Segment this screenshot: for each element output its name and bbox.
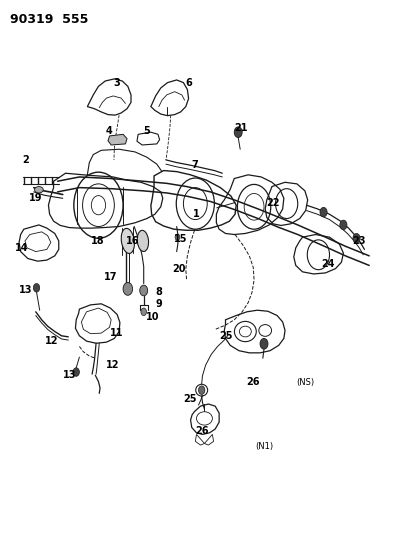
- Circle shape: [73, 368, 79, 376]
- Text: (N1): (N1): [255, 442, 273, 450]
- Text: 12: 12: [45, 336, 58, 346]
- Text: 10: 10: [146, 312, 160, 322]
- Text: 22: 22: [266, 198, 280, 207]
- Circle shape: [340, 220, 347, 230]
- Text: 24: 24: [321, 259, 334, 269]
- Ellipse shape: [137, 230, 148, 252]
- Text: 23: 23: [353, 237, 366, 246]
- Text: 26: 26: [247, 377, 260, 387]
- Text: 19: 19: [29, 193, 42, 203]
- Circle shape: [123, 282, 133, 295]
- Text: 13: 13: [63, 370, 76, 380]
- Circle shape: [141, 308, 146, 316]
- Circle shape: [320, 207, 327, 217]
- Polygon shape: [108, 134, 127, 145]
- Text: 1: 1: [193, 209, 200, 219]
- Text: 2: 2: [22, 155, 29, 165]
- Text: 17: 17: [104, 272, 118, 282]
- Text: 15: 15: [174, 234, 187, 244]
- Circle shape: [175, 234, 180, 240]
- Text: 7: 7: [191, 160, 198, 170]
- Text: 4: 4: [106, 126, 113, 135]
- Text: 26: 26: [195, 426, 208, 435]
- Text: 11: 11: [110, 328, 124, 338]
- Circle shape: [234, 127, 242, 138]
- Ellipse shape: [35, 187, 43, 193]
- Text: 5: 5: [143, 126, 150, 135]
- Circle shape: [33, 284, 40, 292]
- Text: 3: 3: [114, 78, 121, 87]
- Circle shape: [260, 338, 268, 349]
- Text: (NS): (NS): [297, 378, 315, 387]
- Circle shape: [353, 233, 360, 243]
- Text: 18: 18: [91, 236, 104, 246]
- Text: 9: 9: [155, 299, 162, 309]
- Ellipse shape: [121, 228, 135, 254]
- Text: 13: 13: [19, 286, 33, 295]
- Text: 25: 25: [220, 331, 233, 341]
- Text: 16: 16: [126, 236, 140, 246]
- Text: 25: 25: [183, 394, 197, 403]
- Text: 90319  555: 90319 555: [10, 13, 88, 26]
- Circle shape: [198, 386, 205, 394]
- Text: 6: 6: [185, 78, 192, 87]
- Text: 8: 8: [155, 287, 162, 297]
- Text: 12: 12: [106, 360, 120, 370]
- Text: 21: 21: [235, 123, 248, 133]
- Circle shape: [140, 285, 148, 296]
- Text: 20: 20: [172, 264, 185, 274]
- Text: 14: 14: [15, 243, 29, 253]
